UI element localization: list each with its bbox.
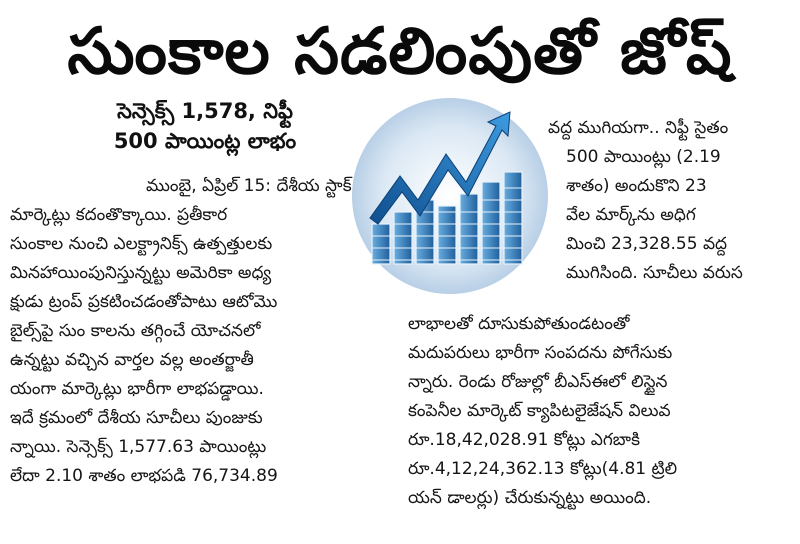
- article-right-column-bottom: లాభాలతో దూసుకుపోతుండటంతో మదుపరులు భారీగా…: [408, 310, 792, 513]
- trend-arrow: [369, 111, 511, 225]
- subheadline-line-1: సెన్సెక్స్ 1,578, నిఫ్టీ: [117, 99, 293, 123]
- article-line: శాతం) అందుకొని 23: [566, 176, 707, 196]
- headline: సుంకాల సడలింపుతో జోష్: [67, 15, 733, 89]
- stock-chart-icon: [350, 96, 550, 296]
- article-left-column: ముంబై, ఏప్రిల్ 15: దేశీయ స్టాక్ మార్కెట్…: [10, 172, 396, 491]
- article-line: రూ.4,12,24,362.13 కోట్లు(4.81 ట్రిలి: [408, 459, 678, 479]
- article-line: బైల్స్‌పై సుం కాలను తగ్గించే యోచనలో: [10, 321, 261, 341]
- article-line: రూ.18,42,028.91 కోట్లు ఎగబాకి: [408, 430, 641, 450]
- article-line: లేదా 2.10 శాతం లాభపడి 76,734.89: [10, 466, 278, 486]
- chart-bars: [371, 171, 523, 265]
- article-line: న్నాయి. సెన్సెక్స్ 1,577.63 పాయింట్లు: [10, 437, 267, 457]
- subheadline-line-2: 500 పాయింట్ల లాభం: [113, 129, 297, 153]
- stock-chart-graphic: [352, 98, 548, 294]
- subheadline: సెన్సెక్స్ 1,578, నిఫ్టీ 500 పాయింట్ల లా…: [60, 96, 350, 156]
- article-line: క్షుడు ట్రంప్ ప్రకటించడంతోపాటు ఆటోమొ: [10, 292, 278, 312]
- article-line: న్నారు. రెండు రోజుల్లో బీఎస్ఈలో లిస్టైన: [408, 372, 668, 392]
- article-line: ముగిసింది. సూచీలు వరుస: [566, 263, 743, 283]
- article-line: యన్ డాలర్లు) చేరుకున్నట్టు అయింది.: [408, 488, 652, 508]
- article-line: సుంకాల నుంచి ఎలక్ట్రానిక్స్ ఉత్పత్తులకు: [10, 234, 273, 254]
- article-line: ఉన్నట్టు వచ్చిన వార్తల వల్ల అంతర్జాతీ: [10, 350, 254, 370]
- article-line: వేల మార్క్‌ను అధిగ: [566, 205, 696, 225]
- article-line: లాభాలతో దూసుకుపోతుండటంతో: [408, 314, 630, 334]
- article-line: ముంబై, ఏప్రిల్ 15: దేశీయ స్టాక్: [146, 176, 352, 196]
- article-line: మదుపరులు భారీగా సంపదను పోగేసుకు: [408, 343, 673, 363]
- article-line: కంపెనీల మార్కెట్ క్యాపిటలైజేషన్ విలువ: [408, 401, 671, 421]
- article-line: యంగా మార్కెట్లు భారీగా లాభపడ్డాయి.: [10, 379, 264, 399]
- article-right-column-top: వద్ద ముగియగా.. నిఫ్టీ సైతం 500 పాయింట్లు…: [548, 114, 788, 288]
- article-line: 500 పాయింట్లు (2.19: [566, 147, 721, 167]
- article-line: ఇదే క్రమంలో దేశీయ సూచీలు పుంజుకు: [10, 408, 263, 428]
- article-line: వద్ద ముగియగా.. నిఫ్టీ సైతం: [548, 118, 729, 138]
- article-line: మార్కెట్లు కదంతొక్కాయి. ప్రతీకార: [10, 205, 228, 225]
- article-line: మించి 23,328.55 వద్ద: [566, 234, 728, 254]
- article-line: మినహాయింపునిస్తున్నట్టు అమెరికా అధ్య: [10, 263, 272, 283]
